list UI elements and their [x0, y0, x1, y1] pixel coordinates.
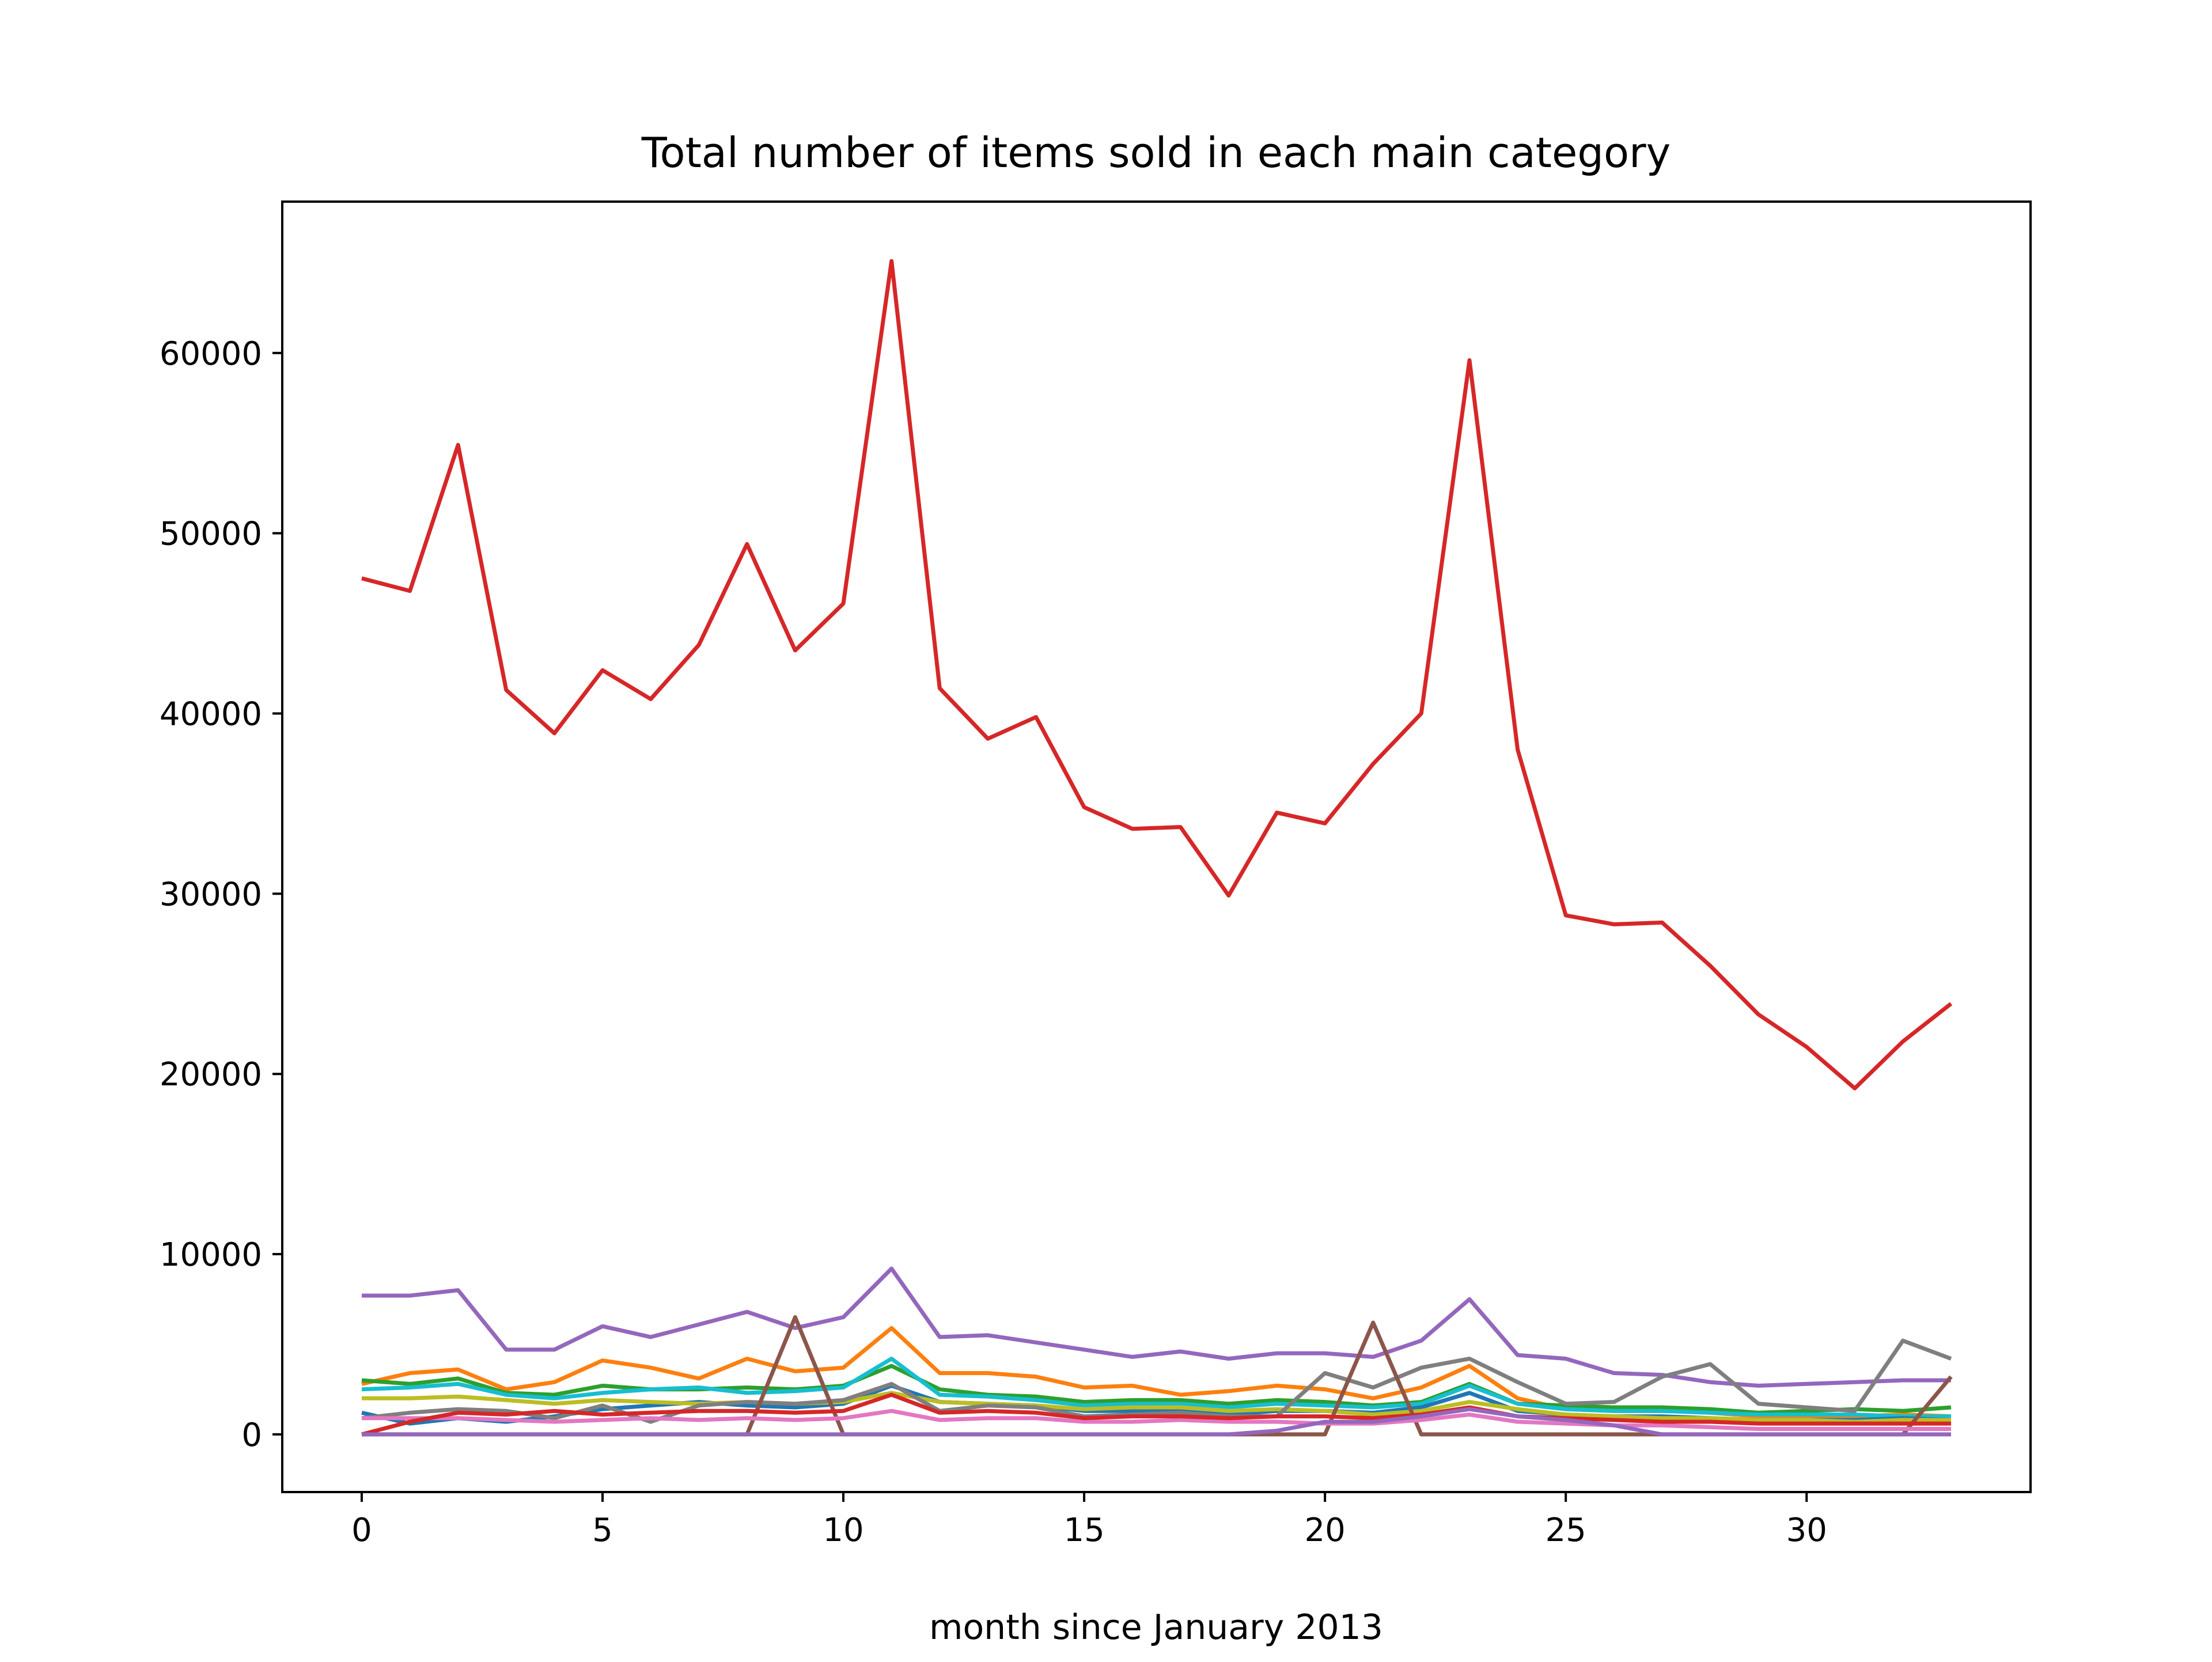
x-tick-label: 15	[1063, 1512, 1104, 1549]
series-layer	[361, 259, 1953, 1437]
chart-title: Total number of items sold in each main …	[641, 128, 1671, 177]
series-line-1	[361, 259, 1953, 1091]
y-tick-label: 20000	[160, 1056, 262, 1093]
x-tick-label: 5	[592, 1512, 613, 1549]
series-line-2	[362, 1266, 1951, 1388]
series-line-7	[362, 1391, 1951, 1424]
x-tick-label: 0	[351, 1512, 372, 1549]
y-tick-label: 0	[241, 1417, 262, 1454]
x-tick-label: 10	[823, 1512, 863, 1549]
plot-frame	[281, 200, 2032, 1493]
x-tick-label: 25	[1546, 1512, 1586, 1549]
y-tick-label: 50000	[160, 516, 262, 553]
x-axis-label: month since January 2013	[929, 1607, 1383, 1648]
series-line-5	[361, 1357, 1951, 1419]
y-tick-label: 10000	[160, 1236, 262, 1274]
series-line-10	[362, 1409, 1951, 1431]
x-tick-label: 20	[1304, 1512, 1345, 1549]
y-tick-label: 40000	[160, 695, 262, 733]
y-tick-label: 60000	[160, 335, 262, 373]
series-line-4	[361, 1364, 1952, 1415]
x-axis-ticks: 0 5 10 15 20 25 30	[351, 1492, 1827, 1549]
y-axis-ticks: 0 10000 20000 30000 40000 50000 60000	[160, 335, 282, 1454]
series-line-12	[362, 1407, 1951, 1437]
y-tick-label: 30000	[160, 876, 262, 913]
x-tick-label: 30	[1786, 1512, 1827, 1549]
series-line-11	[361, 1392, 1951, 1437]
